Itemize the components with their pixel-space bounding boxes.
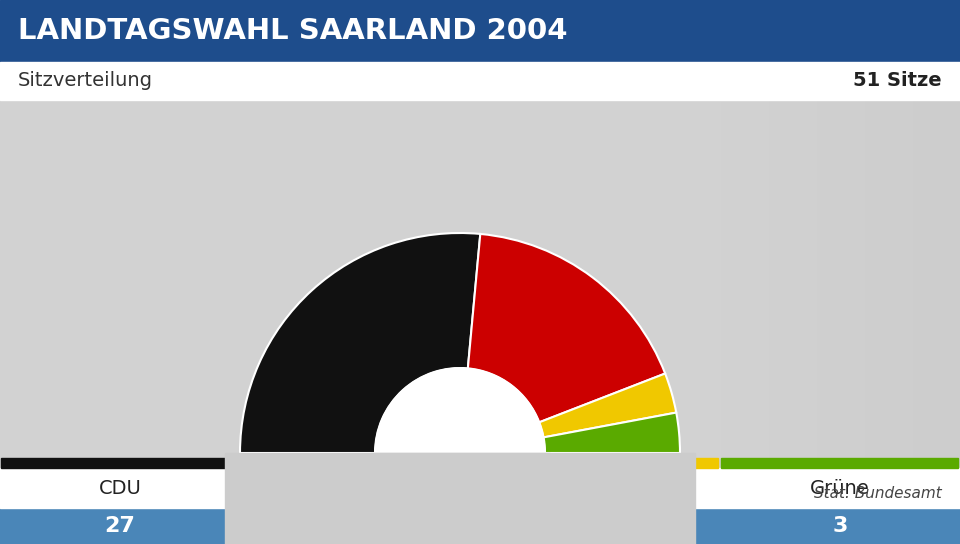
Bar — [0, 0, 768, 544]
Wedge shape — [468, 234, 665, 422]
Bar — [241, 458, 478, 468]
Bar — [0, 0, 720, 544]
Bar — [1, 458, 238, 468]
Bar — [0, 0, 48, 544]
Bar — [721, 458, 958, 468]
Bar — [0, 0, 960, 62]
Text: CDU: CDU — [99, 479, 141, 498]
Circle shape — [375, 368, 545, 538]
Bar — [0, 0, 432, 544]
Bar — [0, 0, 480, 544]
Bar — [0, 0, 576, 544]
Wedge shape — [543, 412, 680, 453]
Text: 27: 27 — [105, 516, 135, 536]
Bar — [0, 62, 960, 100]
Text: Sitzverteilung: Sitzverteilung — [18, 71, 153, 90]
Bar — [0, 0, 816, 544]
Wedge shape — [240, 233, 480, 453]
Bar — [0, 0, 144, 544]
Text: 3: 3 — [592, 516, 608, 536]
Bar — [0, 0, 384, 544]
Bar — [0, 0, 240, 544]
Text: FDP: FDP — [581, 479, 619, 498]
Bar — [0, 0, 336, 544]
Bar — [0, 0, 624, 544]
Bar — [225, 453, 695, 544]
Bar — [481, 458, 718, 468]
Bar — [0, 0, 96, 544]
Text: 3: 3 — [832, 516, 848, 536]
Bar — [0, 0, 288, 544]
Bar — [0, 508, 960, 544]
Bar — [0, 0, 192, 544]
Text: Grüne: Grüne — [810, 479, 870, 498]
Bar — [370, 453, 550, 543]
Bar — [0, 0, 672, 544]
Text: 51 Sitze: 51 Sitze — [853, 71, 942, 90]
Wedge shape — [540, 374, 676, 437]
Bar — [0, 468, 960, 508]
Text: 18: 18 — [345, 516, 375, 536]
Text: Stat. Bundesamt: Stat. Bundesamt — [814, 486, 942, 502]
Bar — [0, 0, 528, 544]
Text: SPD: SPD — [341, 479, 379, 498]
Text: LANDTAGSWAHL SAARLAND 2004: LANDTAGSWAHL SAARLAND 2004 — [18, 17, 567, 45]
